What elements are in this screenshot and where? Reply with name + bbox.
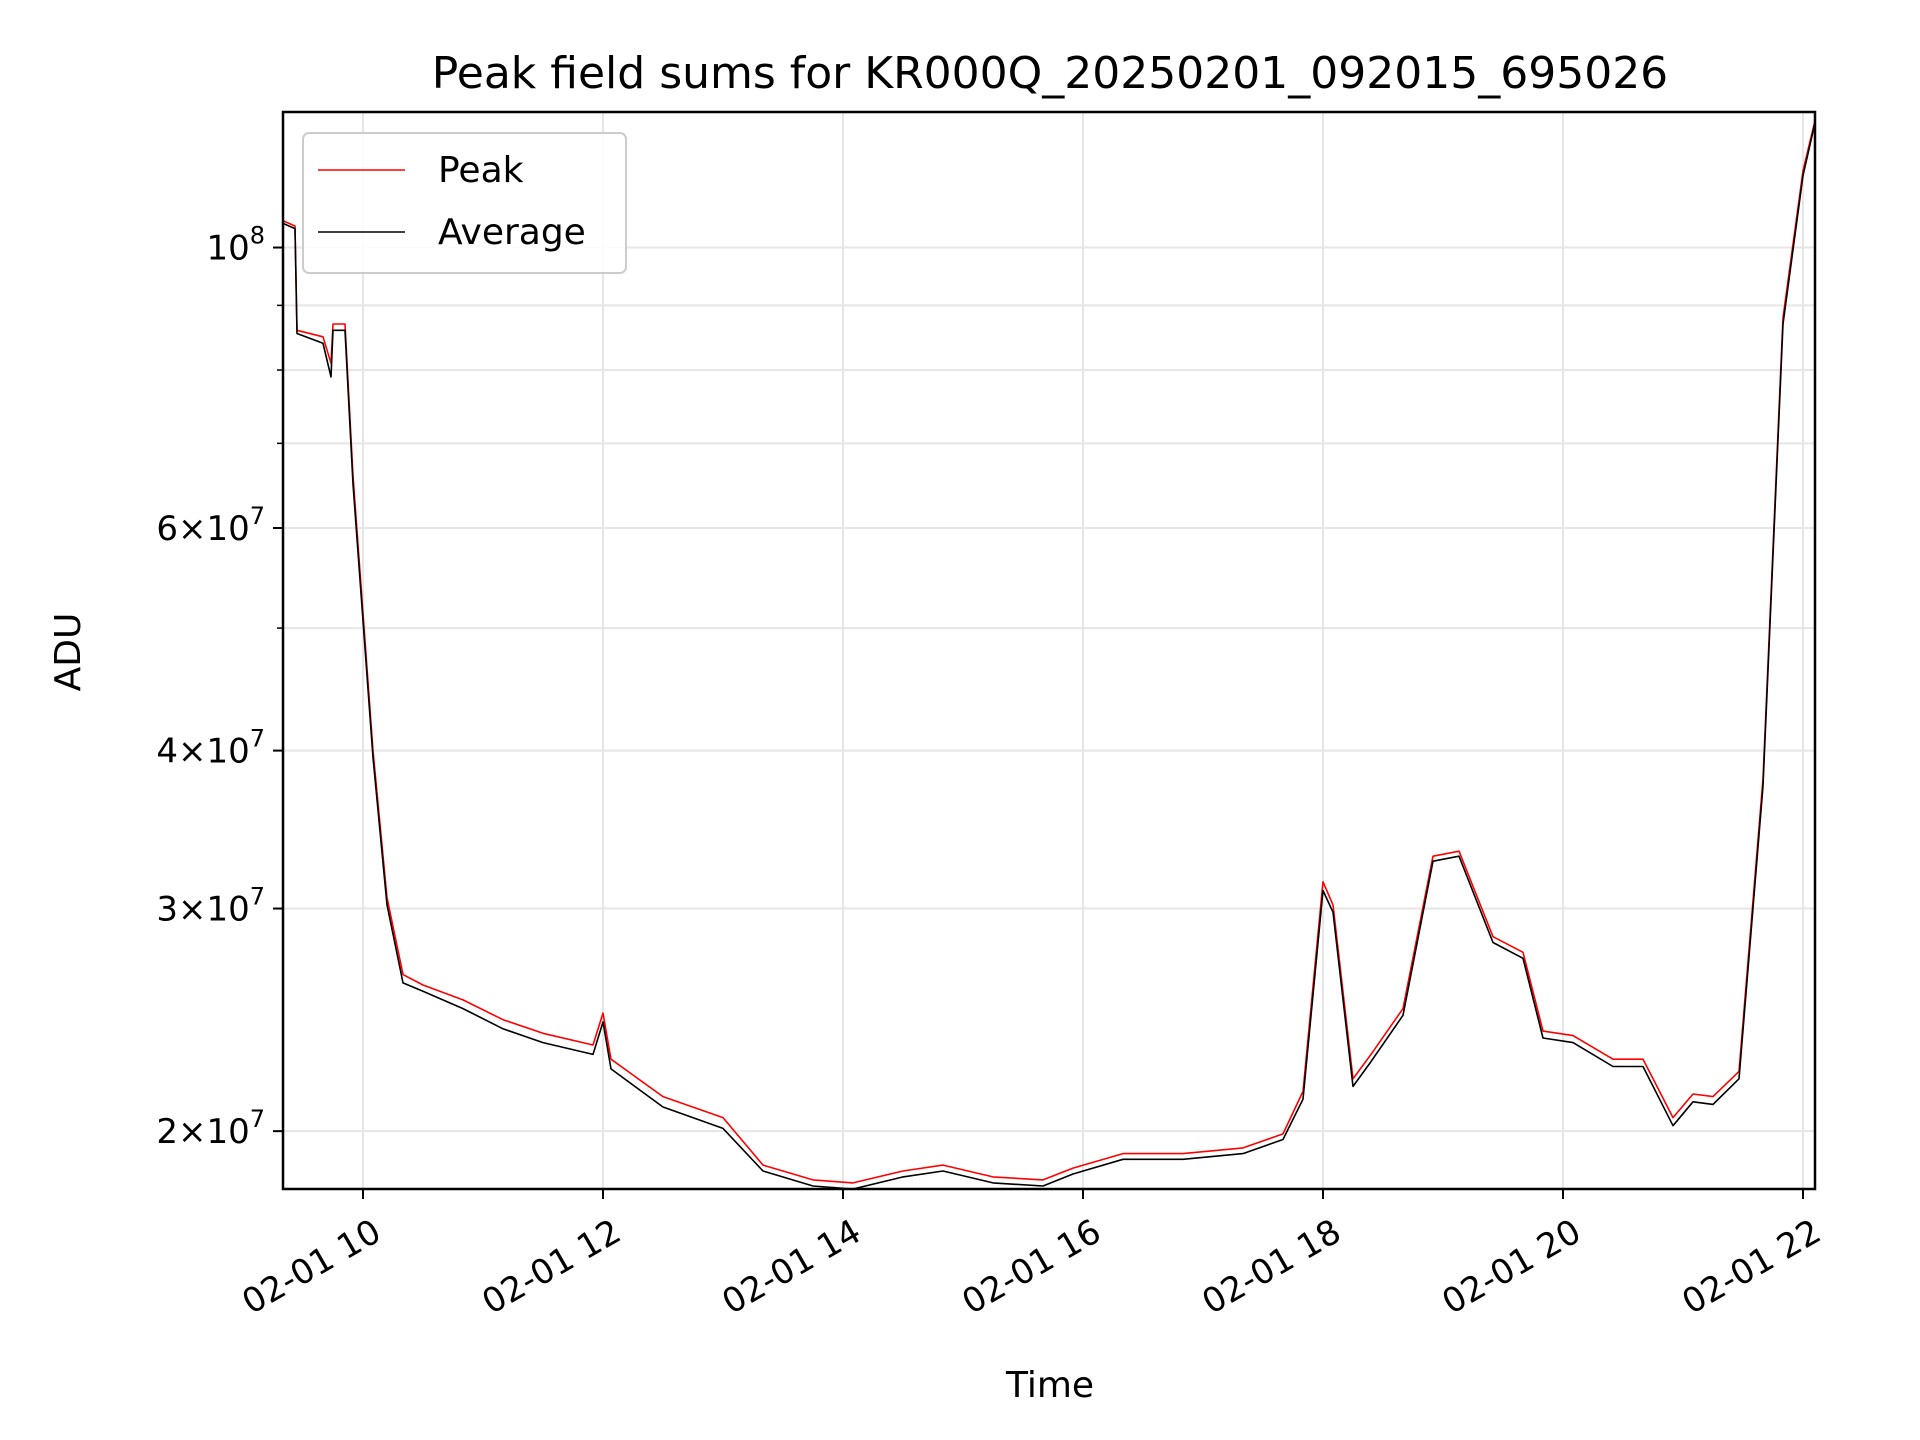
y-tick-label: 2×107 bbox=[156, 1105, 265, 1152]
y-axis-label: ADU bbox=[48, 613, 89, 692]
legend-label-average: Average bbox=[438, 212, 586, 253]
plot-area-frame bbox=[281, 110, 1817, 1191]
legend-label-peak: Peak bbox=[438, 150, 524, 191]
y-axis-ticks: 2×107 3×107 4×107 6×107 108 bbox=[156, 222, 283, 1152]
y-tick-label: 6×107 bbox=[156, 502, 265, 549]
x-axis-label: Time bbox=[1005, 1365, 1094, 1406]
y-tick-label: 4×107 bbox=[156, 725, 265, 772]
series-line-average bbox=[283, 122, 1815, 1189]
y-tick-label: 3×107 bbox=[156, 883, 265, 930]
y-tick-label: 108 bbox=[206, 222, 265, 269]
chart-title: Peak field sums for KR000Q_20250201_0920… bbox=[432, 48, 1668, 99]
series-lines bbox=[283, 120, 1815, 1189]
grid-lines bbox=[283, 112, 1815, 1189]
legend-box bbox=[302, 132, 627, 274]
legend: Peak Average bbox=[302, 132, 627, 274]
